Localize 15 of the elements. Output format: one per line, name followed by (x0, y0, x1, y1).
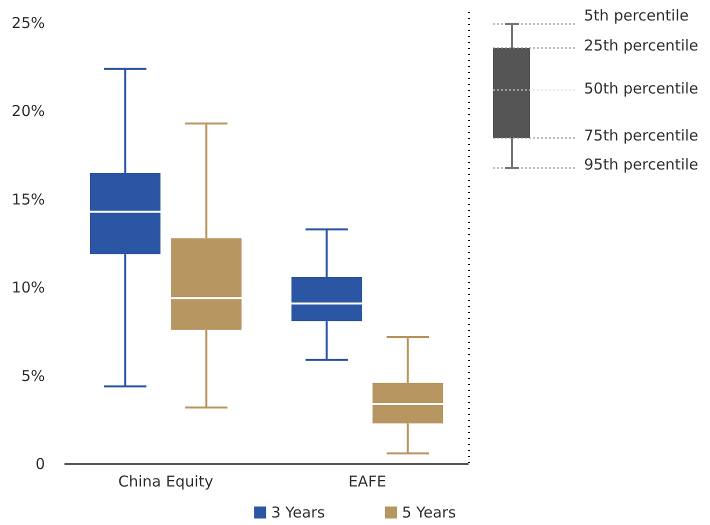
legend-label: 3 Years (271, 504, 326, 522)
y-tick-label: 20% (12, 102, 45, 120)
text: 5th percentile (584, 6, 689, 24)
y-tick-label: 25% (12, 14, 45, 32)
y-tick-label: 15% (12, 190, 45, 208)
y-tick-label: 10% (12, 278, 45, 297)
text: 75th percentile (584, 126, 698, 144)
text: 50th percentile (584, 80, 698, 98)
legend-label: 5 Years (402, 504, 456, 522)
y-tick-label: 5% (21, 366, 45, 385)
x-tick-label: EAFE (348, 472, 386, 490)
y-tick-label: 0 (35, 455, 45, 473)
text: 25th percentile (584, 36, 698, 54)
text: 95th percentile (584, 156, 698, 174)
x-tick-label: China Equity (118, 472, 214, 490)
